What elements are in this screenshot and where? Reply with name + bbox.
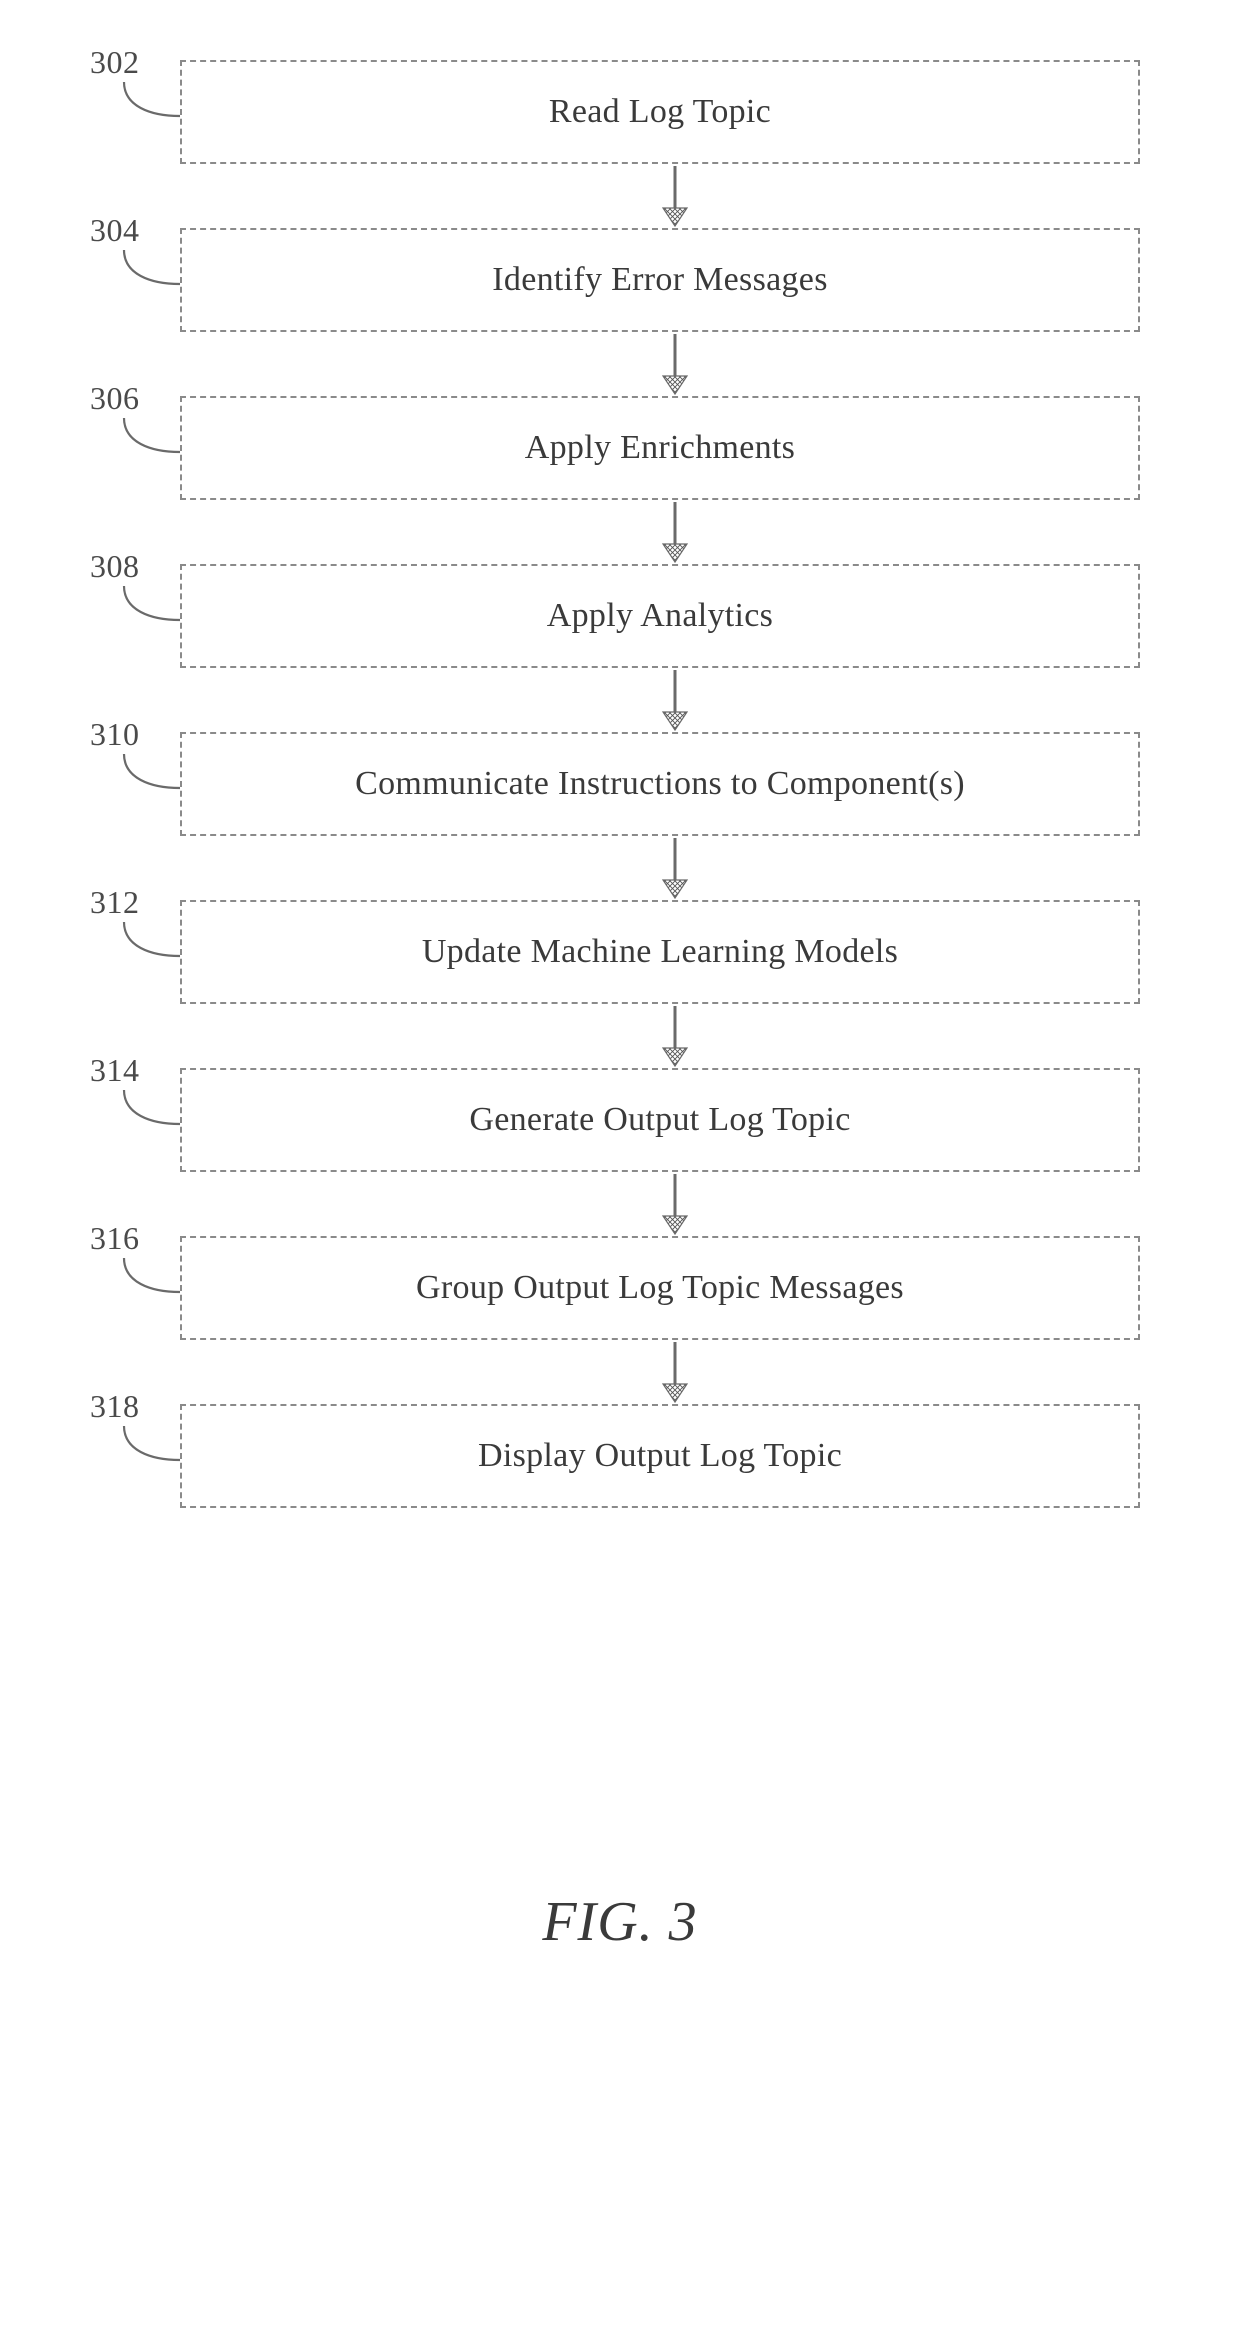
step-label: Apply Enrichments bbox=[525, 429, 795, 467]
flowchart-step-box: Communicate Instructions to Component(s) bbox=[180, 732, 1140, 836]
figure-caption: FIG. 3 bbox=[0, 1890, 1240, 1954]
flowchart-arrow bbox=[90, 836, 1170, 900]
flowchart-step: 314 Generate Output Log Topic bbox=[90, 1068, 1170, 1172]
step-label: Update Machine Learning Models bbox=[422, 933, 898, 971]
step-label: Group Output Log Topic Messages bbox=[416, 1269, 904, 1307]
reference-lead-line bbox=[110, 1088, 180, 1132]
step-reference-number: 302 bbox=[90, 44, 178, 81]
reference-lead-line bbox=[110, 80, 180, 124]
flowchart-step: 318 Display Output Log Topic bbox=[90, 1404, 1170, 1508]
step-reference-number: 308 bbox=[90, 548, 178, 585]
reference-lead-line bbox=[110, 752, 180, 796]
reference-lead-line bbox=[110, 920, 180, 964]
step-label: Apply Analytics bbox=[547, 597, 773, 635]
flowchart-arrow bbox=[90, 500, 1170, 564]
flowchart-arrow bbox=[90, 332, 1170, 396]
reference-lead-line bbox=[110, 584, 180, 628]
step-reference-number: 318 bbox=[90, 1388, 178, 1425]
flowchart-step: 312 Update Machine Learning Models bbox=[90, 900, 1170, 1004]
flowchart-arrow bbox=[90, 1172, 1170, 1236]
step-label: Read Log Topic bbox=[549, 93, 771, 131]
step-label: Communicate Instructions to Component(s) bbox=[355, 765, 965, 803]
step-reference-number: 314 bbox=[90, 1052, 178, 1089]
flowchart-step-box: Update Machine Learning Models bbox=[180, 900, 1140, 1004]
reference-lead-line bbox=[110, 1256, 180, 1300]
step-label: Identify Error Messages bbox=[492, 261, 827, 299]
step-reference-number: 304 bbox=[90, 212, 178, 249]
flowchart-step-box: Apply Enrichments bbox=[180, 396, 1140, 500]
flowchart-arrow bbox=[90, 164, 1170, 228]
flowchart-step-box: Group Output Log Topic Messages bbox=[180, 1236, 1140, 1340]
reference-lead-line bbox=[110, 416, 180, 460]
step-reference-number: 310 bbox=[90, 716, 178, 753]
step-reference-number: 306 bbox=[90, 380, 178, 417]
flowchart-step-box: Generate Output Log Topic bbox=[180, 1068, 1140, 1172]
flowchart-arrow bbox=[90, 1004, 1170, 1068]
flowchart-step: 310 Communicate Instructions to Componen… bbox=[90, 732, 1170, 836]
flowchart-container: 302 Read Log Topic 304 Identify Error Me… bbox=[90, 60, 1170, 1508]
step-reference-number: 316 bbox=[90, 1220, 178, 1257]
step-label: Display Output Log Topic bbox=[478, 1437, 842, 1475]
reference-lead-line bbox=[110, 248, 180, 292]
flowchart-step: 302 Read Log Topic bbox=[90, 60, 1170, 164]
flowchart-step-box: Read Log Topic bbox=[180, 60, 1140, 164]
step-label: Generate Output Log Topic bbox=[469, 1101, 850, 1139]
flowchart-arrow bbox=[90, 1340, 1170, 1404]
flowchart-step-box: Apply Analytics bbox=[180, 564, 1140, 668]
flowchart-step-box: Identify Error Messages bbox=[180, 228, 1140, 332]
flowchart-step: 316 Group Output Log Topic Messages bbox=[90, 1236, 1170, 1340]
reference-lead-line bbox=[110, 1424, 180, 1468]
flowchart-step-box: Display Output Log Topic bbox=[180, 1404, 1140, 1508]
flowchart-step: 308 Apply Analytics bbox=[90, 564, 1170, 668]
flowchart-step: 304 Identify Error Messages bbox=[90, 228, 1170, 332]
step-reference-number: 312 bbox=[90, 884, 178, 921]
flowchart-arrow bbox=[90, 668, 1170, 732]
flowchart-step: 306 Apply Enrichments bbox=[90, 396, 1170, 500]
